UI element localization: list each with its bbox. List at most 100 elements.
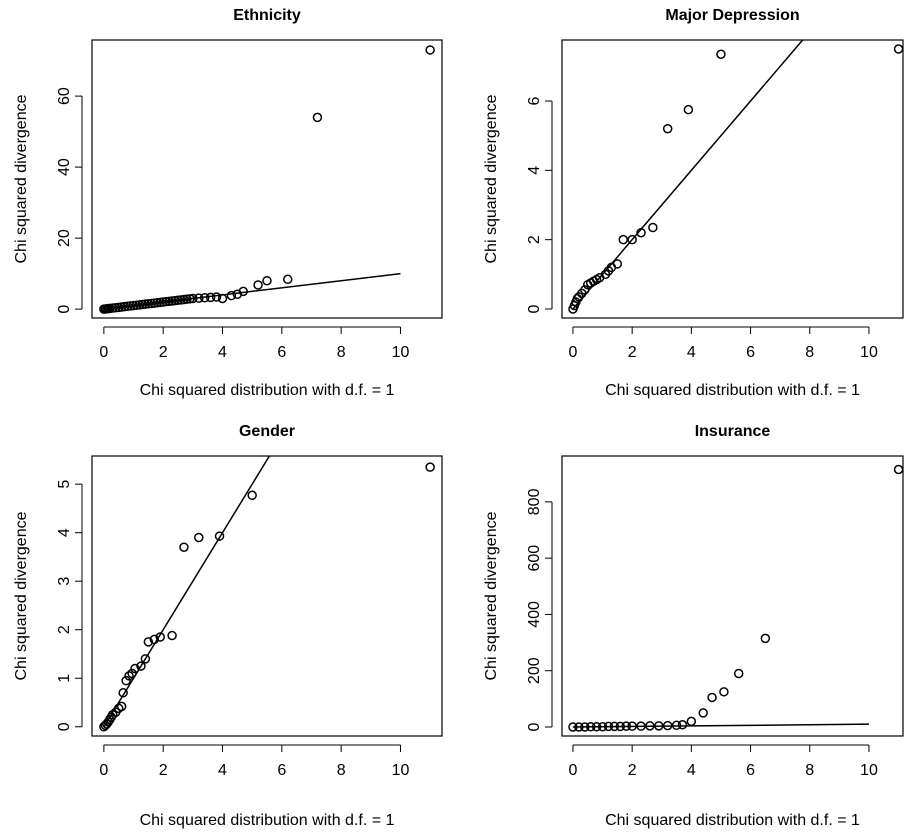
- point: [683, 104, 694, 115]
- x-tick-label: 8: [337, 762, 346, 779]
- point: [733, 668, 744, 679]
- plot-area: [103, 456, 271, 728]
- point: [662, 123, 673, 134]
- x-tick-label: 10: [392, 762, 410, 779]
- point: [618, 234, 629, 245]
- y-tick-label: 40: [56, 158, 73, 176]
- panel: Major Depression Chi squared distribution…: [483, 7, 904, 399]
- point: [188, 293, 198, 304]
- y-tick-label: 1: [56, 674, 73, 683]
- x-axis-label: Chi squared distribution with d.f. = 1: [140, 812, 395, 829]
- panel: Gender Chi squared distribution with d.f.…: [13, 423, 443, 829]
- y-tick-label: 3: [56, 577, 73, 586]
- y-tick-label: 4: [526, 166, 543, 175]
- chart-title: Gender: [239, 423, 295, 440]
- point: [671, 720, 682, 731]
- point: [648, 222, 658, 233]
- x-tick-label: 4: [218, 762, 227, 779]
- y-axis-label: Chi squared divergence: [483, 511, 500, 680]
- point: [217, 293, 228, 304]
- y-tick-label: 0: [526, 304, 543, 313]
- y-tick-label: 0: [56, 722, 73, 731]
- point: [627, 721, 637, 731]
- point: [707, 692, 717, 703]
- point: [199, 293, 210, 303]
- x-tick-label: 6: [277, 762, 286, 779]
- point: [118, 688, 128, 698]
- point: [568, 722, 578, 732]
- point: [124, 671, 134, 681]
- x-tick-label: 8: [337, 344, 346, 361]
- plot-box: [91, 39, 443, 319]
- y-tick-label: 20: [56, 229, 73, 247]
- reference-line: [103, 272, 401, 310]
- point: [627, 234, 637, 245]
- point: [636, 227, 646, 238]
- y-tick-label: 800: [526, 488, 543, 515]
- x-tick-label: 10: [392, 344, 410, 361]
- x-tick-label: 2: [159, 762, 168, 779]
- x-tick-label: 6: [277, 344, 286, 361]
- reference-line: [103, 456, 271, 728]
- reference-line: [572, 40, 804, 310]
- point: [127, 668, 137, 679]
- x-axis-label: Chi squared distribution with d.f. = 1: [140, 382, 395, 399]
- y-axis-label: Chi squared divergence: [483, 94, 500, 263]
- y-tick-label: 4: [56, 528, 73, 537]
- x-tick-label: 0: [568, 762, 577, 779]
- point: [636, 721, 646, 731]
- point: [719, 687, 729, 697]
- point: [621, 721, 631, 731]
- point: [262, 275, 272, 286]
- y-tick-label: 200: [526, 657, 543, 684]
- point: [121, 675, 131, 686]
- plot-box: [91, 455, 443, 737]
- point: [140, 654, 151, 664]
- y-tick-label: 5: [56, 480, 73, 489]
- chart-title: Ethnicity: [233, 7, 301, 24]
- x-tick-label: 6: [746, 344, 755, 361]
- panel: Insurance Chi squared distribution with d…: [483, 423, 904, 829]
- y-tick-label: 400: [526, 601, 543, 628]
- point: [194, 532, 204, 543]
- point: [143, 637, 154, 647]
- y-tick-label: 0: [526, 722, 543, 731]
- plot-box: [561, 455, 904, 737]
- plot-area: [572, 40, 804, 310]
- point: [155, 632, 165, 642]
- point: [716, 49, 726, 59]
- point: [247, 490, 257, 501]
- y-tick-label: 600: [526, 545, 543, 572]
- point: [893, 44, 904, 54]
- x-tick-label: 0: [99, 344, 108, 361]
- x-tick-label: 0: [568, 344, 577, 361]
- point: [654, 721, 664, 731]
- point: [149, 634, 160, 645]
- point: [194, 293, 204, 303]
- x-tick-label: 6: [746, 762, 755, 779]
- point: [425, 45, 435, 55]
- y-tick-label: 0: [56, 305, 73, 314]
- x-tick-label: 4: [218, 344, 227, 361]
- point: [580, 285, 590, 295]
- point: [312, 112, 323, 123]
- x-tick-label: 2: [159, 344, 168, 361]
- y-axis-label: Chi squared divergence: [13, 94, 30, 263]
- panel: Ethnicity Chi squared distribution with d…: [13, 7, 443, 399]
- point: [136, 661, 146, 671]
- point: [760, 633, 771, 644]
- x-tick-label: 10: [860, 344, 878, 361]
- plot-area: [103, 272, 401, 310]
- point: [597, 721, 608, 732]
- point: [108, 709, 118, 720]
- chart-title: Insurance: [695, 423, 771, 440]
- y-tick-label: 6: [526, 96, 543, 105]
- x-tick-label: 4: [687, 344, 696, 361]
- point: [167, 630, 177, 641]
- point: [609, 721, 620, 732]
- x-tick-label: 8: [805, 344, 814, 361]
- chart-title: Major Depression: [665, 7, 799, 24]
- point: [205, 292, 216, 303]
- y-axis-label: Chi squared divergence: [13, 511, 30, 680]
